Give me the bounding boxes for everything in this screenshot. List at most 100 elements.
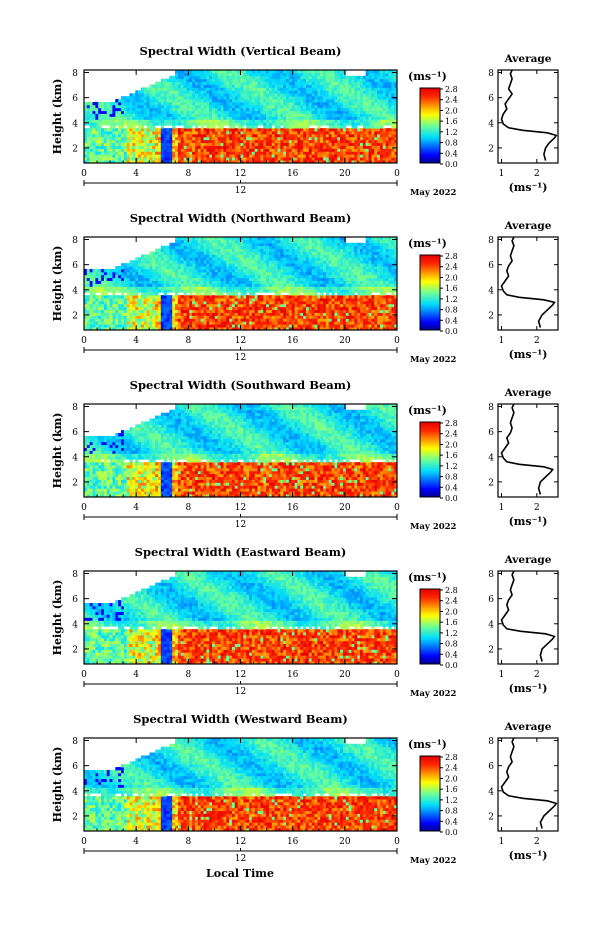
colorbar-cell	[420, 114, 440, 117]
colorbar-cell	[420, 106, 440, 110]
colorbar-cell	[420, 309, 440, 312]
average-y-tick-label: 6	[488, 595, 494, 605]
colorbar-cell	[420, 761, 440, 764]
x-tick-label: 20	[339, 169, 351, 179]
average-y-tick-label: 8	[488, 69, 494, 79]
colorbar-cell	[420, 119, 440, 123]
colorbar-cell	[420, 425, 440, 429]
colorbar-cell	[420, 136, 440, 140]
colorbar-cell	[420, 157, 440, 160]
colorbar-cell	[420, 637, 440, 641]
colorbar-cell	[420, 797, 440, 800]
colorbar-cell	[420, 93, 440, 96]
panel-5: Spectral Width (Westward Beam) 2 4 6 8 Height…	[51, 712, 559, 866]
average-x-tick-label: 2	[534, 503, 540, 513]
average-y-tick-label: 8	[488, 737, 494, 747]
x-tick-label: 0	[81, 336, 87, 346]
colorbar-cell	[420, 123, 440, 126]
colorbar-cell	[420, 144, 440, 147]
colorbar-cell	[420, 134, 440, 138]
x-tick-label: 8	[185, 336, 191, 346]
average-profile-line	[500, 69, 558, 161]
colorbar-cell	[420, 108, 440, 111]
colorbar-tick-label: 1.6	[445, 785, 458, 794]
colorbar-tick-label: 2.8	[445, 252, 458, 261]
colorbar-cell	[420, 495, 440, 498]
y-axis-label: Height (km)	[51, 246, 64, 322]
colorbar-cell	[420, 620, 440, 624]
colorbar-cell	[420, 596, 440, 599]
colorbar-cell	[420, 459, 440, 462]
colorbar-cell	[420, 431, 440, 434]
colorbar-cell	[420, 275, 440, 278]
colorbar-cell	[420, 270, 440, 273]
colorbar-unit: (ms⁻¹)	[408, 738, 447, 751]
heatmap	[84, 404, 398, 498]
colorbar-cell	[420, 303, 440, 307]
colorbar-tick-label: 1.6	[445, 451, 458, 460]
average-y-tick-label: 2	[488, 812, 494, 822]
colorbar-cell	[420, 772, 440, 776]
colorbar-cell	[420, 804, 440, 808]
colorbar-tick-label: 1.2	[445, 629, 458, 638]
colorbar-cell	[420, 433, 440, 436]
heatmap	[84, 571, 398, 665]
y-tick-label: 8	[72, 737, 78, 747]
colorbar-cell	[420, 756, 440, 759]
average-x-tick-label: 2	[534, 837, 540, 847]
colorbar-cell	[420, 806, 440, 809]
average-title: Average	[504, 220, 552, 232]
x-tick-label: 16	[287, 837, 299, 847]
colorbar-cell	[420, 635, 440, 639]
x-tick-label: 0	[81, 503, 87, 513]
colorbar-cell	[420, 142, 440, 145]
colorbar-cell	[420, 823, 440, 826]
colorbar-cell	[420, 643, 440, 646]
colorbar-cell	[420, 279, 440, 282]
colorbar-cell	[420, 613, 440, 616]
colorbar-tick-label: 0.8	[445, 139, 458, 148]
colorbar-cell	[420, 609, 440, 612]
average-frame	[497, 236, 559, 331]
colorbar-cell	[420, 493, 440, 496]
colorbar-tick-label: 1.6	[445, 284, 458, 293]
colorbar-cell	[420, 148, 440, 151]
colorbar-cell	[420, 112, 440, 115]
colorbar-cell	[420, 765, 440, 768]
y-tick-label: 8	[72, 69, 78, 79]
colorbar-cell	[420, 793, 440, 796]
colorbar-cell	[420, 632, 440, 635]
colorbar-cell	[420, 594, 440, 597]
colorbar-cell	[420, 283, 440, 286]
colorbar-cell	[420, 763, 440, 766]
colorbar-tick-label: 0.0	[445, 494, 458, 503]
panel-4: Spectral Width (Eastward Beam) 2 4 6 8 Height…	[51, 545, 559, 699]
colorbar-tick-label: 1.6	[445, 117, 458, 126]
x-tick-label: 20	[339, 336, 351, 346]
colorbar-cell	[420, 472, 440, 475]
colorbar-tick-label: 0.0	[445, 160, 458, 169]
day-label: 12	[235, 353, 246, 363]
colorbar-cell	[420, 159, 440, 162]
average-x-tick-label: 2	[534, 336, 540, 346]
colorbar-cell	[420, 138, 440, 141]
colorbar-cell	[420, 478, 440, 481]
colorbar-cell	[420, 626, 440, 629]
colorbar-cell	[420, 821, 440, 824]
panel-title: Spectral Width (Westward Beam)	[133, 712, 348, 726]
colorbar-cell	[420, 480, 440, 483]
panel-title: Spectral Width (Eastward Beam)	[135, 545, 347, 559]
x-tick-label: 12	[235, 336, 246, 346]
colorbar-cell	[420, 440, 440, 444]
average-title: Average	[504, 554, 552, 566]
colorbar-cell	[420, 455, 440, 459]
colorbar-tick-label: 2.0	[445, 774, 458, 783]
average-y-tick-label: 2	[488, 478, 494, 488]
colorbar-cell	[420, 468, 440, 472]
colorbar-tick-label: 2.4	[445, 263, 458, 272]
average-frame	[497, 570, 559, 665]
date-label: May 2022	[410, 522, 457, 532]
heatmap	[84, 237, 398, 331]
colorbar-unit: (ms⁻¹)	[408, 70, 447, 83]
y-tick-label: 2	[72, 311, 78, 321]
